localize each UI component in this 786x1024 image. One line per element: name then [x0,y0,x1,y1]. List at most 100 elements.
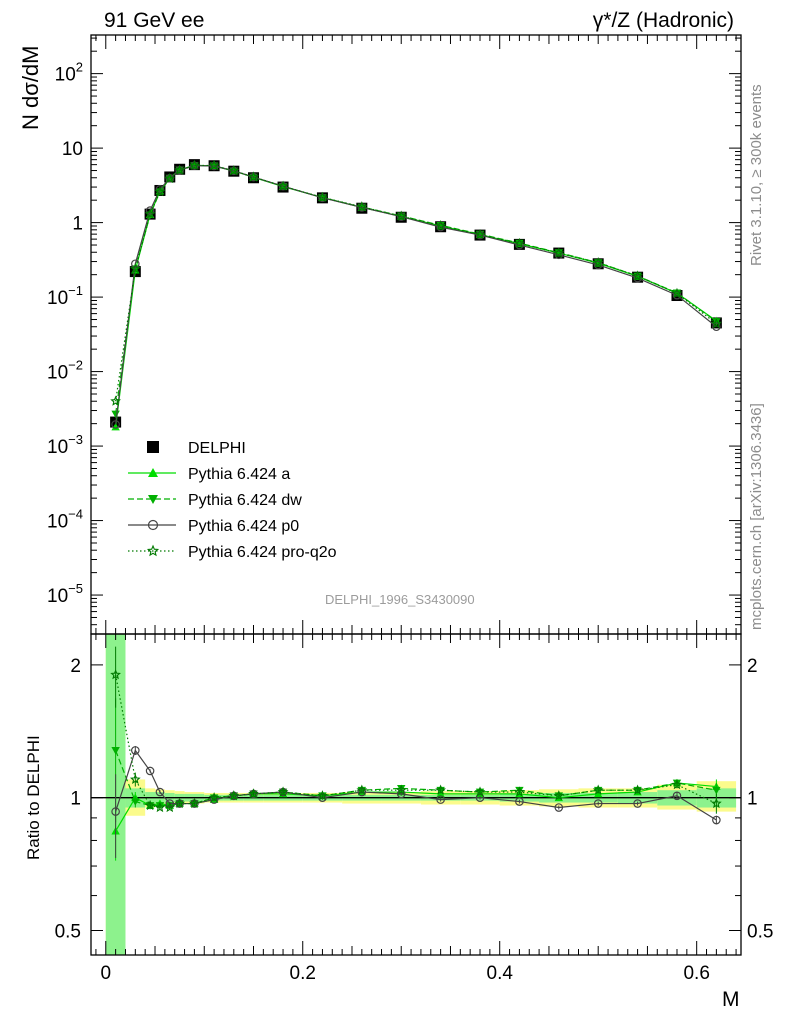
ratio-point-p0-14 [436,795,445,804]
main-point-p0-17 [554,250,564,260]
ratio-point-dw-1 [131,798,140,806]
ratio-point-proq2o-3 [154,801,166,813]
ratio-point-p0-1 [131,746,140,755]
main-ytick-label-5: 10−3 [47,432,83,458]
main-point-proq2o-19 [632,270,643,281]
ratio-point-p0-17 [554,803,564,812]
main-point-proq2o-14 [435,220,446,231]
main-ytick-label-1: 10 [62,139,83,160]
main-point-proq2o-12 [356,201,368,212]
ratio-point-p0-12 [357,787,367,797]
ratio-ytick-label-left-2: 0.5 [55,922,81,943]
main-line-dw [115,164,717,415]
ratio-point-p0-0 [111,807,120,816]
main-point-p0-2 [145,206,155,215]
ratio-point-proq2o-20 [671,779,683,790]
legend: DELPHI Pythia 6.424 a Pythia 6.424 dw Pythi… [128,440,337,561]
ratio-point-proq2o-12 [356,784,368,795]
main-point-p0-1 [131,259,140,269]
x-tick-label-3: 0.6 [683,963,709,984]
ratio-point-p0-19 [633,799,642,808]
legend-entry-proq2o: Pythia 6.424 pro-q2o [128,544,337,561]
ratio-point-p0-3 [155,787,165,797]
ratio-point-proq2o-17 [553,790,565,801]
legend-entry-p0: Pythia 6.424 p0 [128,518,299,535]
main-point-proq2o-16 [514,237,525,249]
main-point-proq2o-9 [248,171,259,182]
main-point-dw-21 [712,318,721,326]
x-tick-label-1: 0.2 [290,963,316,984]
ratio-line-p0 [115,749,717,821]
ratio-ytick-label-right-1: 1 [747,789,758,810]
ratio-ytick-label-right-2: 0.5 [747,922,773,943]
legend-entry-a: Pythia 6.424 a [128,466,290,483]
main-ytick-label-0: 102 [55,60,83,86]
legend-label-p0: Pythia 6.424 p0 [188,518,299,535]
x-tick-label-2: 0.4 [487,963,514,984]
ratio-point-proq2o-8 [228,790,240,801]
main-series-proq2o [110,159,722,406]
ratio-point-proq2o-21 [711,797,722,809]
main-ytick-label-6: 10−4 [47,507,83,533]
ratio-point-proq2o-13 [395,784,407,795]
main-point-proq2o-18 [592,257,604,268]
main-point-proq2o-5 [174,164,185,175]
ratio-point-proq2o-16 [514,786,525,797]
main-point-dw-0 [111,410,120,419]
ratio-point-proq2o-10 [277,786,289,797]
ratio-point-proq2o-15 [474,786,486,797]
ratio-point-p0-18 [593,799,603,808]
ratio-ytick-label-left-1: 1 [70,789,81,810]
main-ytick-label-4: 10−2 [47,358,83,384]
main-point-p0-21 [712,322,721,332]
main-ytick-label-2: 1 [72,214,83,235]
ratio-point-proq2o-1 [129,773,141,784]
main-line-a [115,164,717,428]
main-point-proq2o-0 [110,395,121,406]
legend-entry-dw: Pythia 6.424 dw [128,492,302,509]
ratio-point-proq2o-2 [144,799,156,811]
main-point-proq2o-17 [553,247,565,258]
main-point-proq2o-13 [395,210,407,221]
x-ticks: 0 0.2 0.4 0.6 [95,35,737,984]
legend-marker-proq2o [146,544,160,557]
main-point-proq2o-21 [711,318,722,329]
main-point-proq2o-4 [164,172,176,184]
reference-label: DELPHI_1996_S3430090 [325,592,475,607]
main-point-proq2o-10 [277,180,289,191]
main-point-proq2o-6 [189,159,200,171]
ratio-point-proq2o-14 [435,784,446,795]
main-point-proq2o-3 [154,186,166,197]
ratio-point-proq2o-5 [174,797,185,809]
ratio-point-dw-0 [111,747,120,755]
ratio-uncertainty-bands [105,634,737,955]
ratio-point-dw-21 [712,786,721,795]
legend-label-a: Pythia 6.424 a [188,466,290,483]
header-right: γ*/Z (Hadronic) [592,9,734,32]
ratio-point-proq2o-11 [317,790,328,801]
ratio-series-p0 [111,745,721,859]
main-point-p0-16 [515,240,524,250]
main-point-proq2o-15 [474,228,486,240]
ratio-line-dw [115,750,717,807]
main-point-p0-18 [593,260,603,270]
main-point-a-0 [111,422,120,431]
main-point-proq2o-1 [129,263,141,274]
main-point-proq2o-7 [208,159,220,171]
ratio-point-proq2o-4 [164,801,176,813]
header-left: 91 GeV ee [104,9,205,32]
x-tick-label-0: 0 [100,963,111,984]
main-series-p0 [111,161,721,429]
ratio-point-proq2o-18 [592,784,604,795]
main-line-proq2o [115,164,717,402]
ratio-y-ticks: 2 2 1 1 0.5 0.5 [55,656,774,943]
main-series-dw [111,162,721,419]
ratio-point-proq2o-19 [632,784,643,795]
ratio-point-p0-20 [672,791,682,801]
main-ytick-label-7: 10−5 [47,581,83,607]
legend-marker-a [148,468,158,477]
main-point-proq2o-20 [671,287,683,298]
ratio-point-p0-2 [145,766,155,776]
legend-marker-p0 [147,519,159,531]
main-point-p0-19 [633,273,642,283]
